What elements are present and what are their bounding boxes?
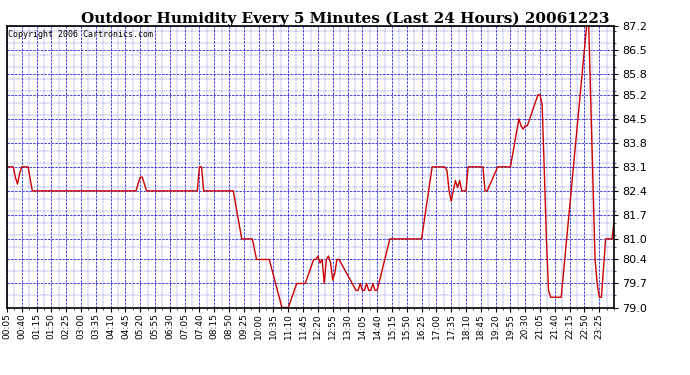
Text: Outdoor Humidity Every 5 Minutes (Last 24 Hours) 20061223: Outdoor Humidity Every 5 Minutes (Last 2… bbox=[81, 11, 609, 26]
Text: Copyright 2006 Cartronics.com: Copyright 2006 Cartronics.com bbox=[8, 30, 153, 39]
